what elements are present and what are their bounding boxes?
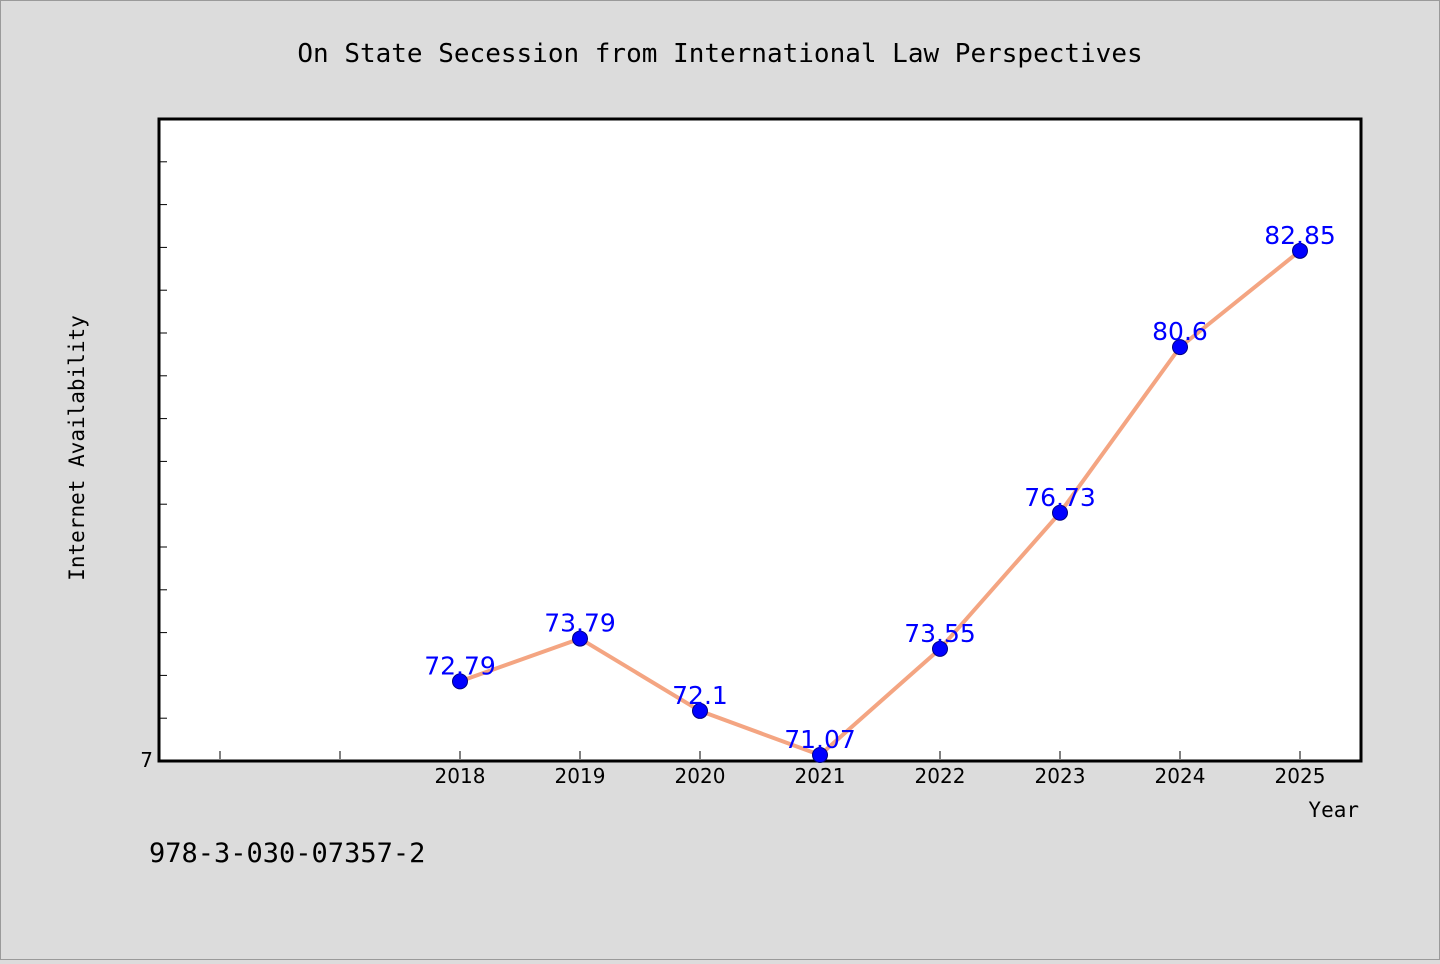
x-tick-label: 2023 <box>1035 764 1086 788</box>
series-labels-group: 72.79 73.79 72.1 71.07 73.55 76.73 80.6 82.85 <box>424 221 1336 754</box>
y-axis-ticks <box>159 161 167 719</box>
x-tick-label: 2022 <box>915 764 966 788</box>
data-label: 71.07 <box>784 725 856 754</box>
x-axis-label: Year <box>1308 798 1359 822</box>
chart-title: On State Secession from International La… <box>297 39 1142 69</box>
data-point <box>572 630 588 647</box>
data-point <box>932 640 948 657</box>
data-point <box>1052 504 1068 521</box>
x-tick-label: 2019 <box>555 764 606 788</box>
data-label: 80.6 <box>1152 317 1208 346</box>
isbn-label: 978-3-030-07357-2 <box>149 838 425 869</box>
data-label: 76.73 <box>1024 483 1096 512</box>
x-tick-label: 2021 <box>795 764 846 788</box>
data-point <box>812 747 828 764</box>
plot-area <box>157 117 1363 763</box>
data-point <box>1292 242 1308 259</box>
x-axis-ticks: 2018 2019 2020 2021 2022 2023 2024 2025 <box>219 751 1326 788</box>
data-label: 73.55 <box>904 619 976 648</box>
data-point <box>452 673 468 690</box>
series-line-group <box>458 248 1302 758</box>
y-tick-label: 7 <box>140 748 153 772</box>
x-tick-label: 2018 <box>435 764 486 788</box>
series-points-group <box>452 242 1308 764</box>
data-label: 82.85 <box>1264 221 1336 250</box>
x-tick-label: 2025 <box>1275 764 1326 788</box>
data-label: 72.1 <box>672 681 728 710</box>
x-tick-label: 2020 <box>675 764 726 788</box>
data-point <box>692 702 708 719</box>
y-axis-label: Internet Availability <box>65 315 89 581</box>
x-tick-label: 2024 <box>1155 764 1206 788</box>
data-point <box>1172 339 1188 356</box>
series-line <box>458 248 1302 758</box>
data-label: 72.79 <box>424 651 496 680</box>
data-label: 73.79 <box>544 609 616 638</box>
